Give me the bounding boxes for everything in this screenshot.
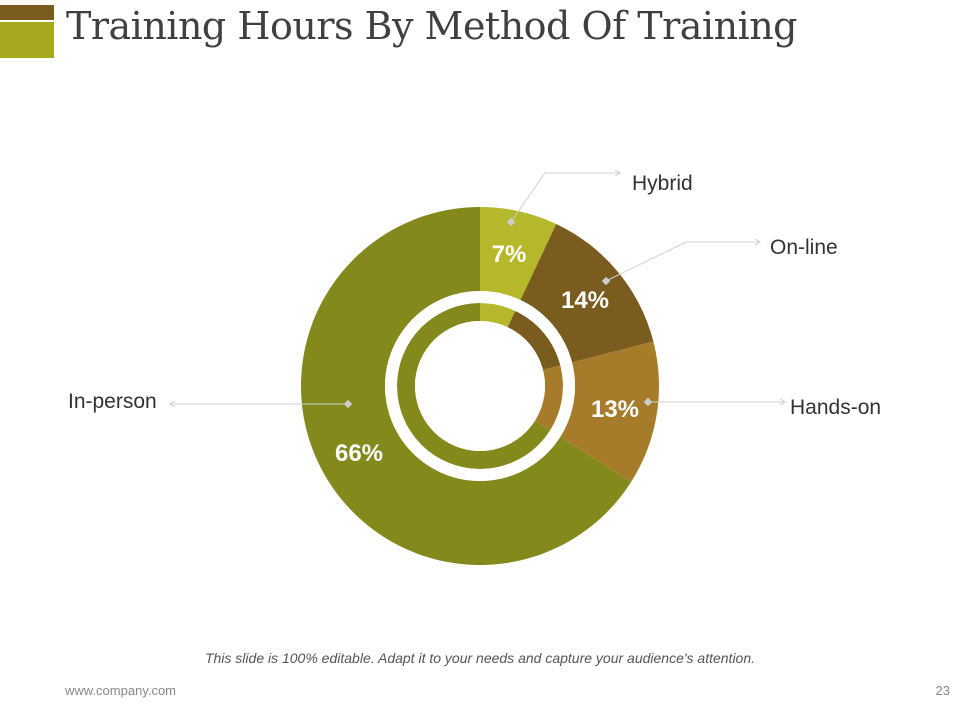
slice-in-person[interactable] xyxy=(300,207,632,565)
page-number: 23 xyxy=(935,683,950,698)
donut-hole xyxy=(415,321,545,451)
inner-slice-hybrid xyxy=(480,303,516,328)
category-label-on-line: On-line xyxy=(770,236,838,259)
leader-line-on-line xyxy=(605,241,760,282)
leader-arrow-icon xyxy=(169,400,176,408)
leader-arrow-icon xyxy=(614,169,621,177)
inner-slice-hands-on xyxy=(534,365,563,431)
category-label-hands-on: Hands-on xyxy=(790,396,881,419)
data-label-on-line: 14% xyxy=(561,287,609,314)
inner-ring-gap xyxy=(385,291,575,481)
category-label-in-person: In-person xyxy=(68,390,157,413)
category-label-hybrid: Hybrid xyxy=(632,172,693,195)
slice-on-line[interactable] xyxy=(520,224,654,363)
footer-note: This slide is 100% editable. Adapt it to… xyxy=(204,650,756,666)
slice-hybrid[interactable] xyxy=(480,207,557,301)
slide-title: Training Hours By Method Of Training xyxy=(66,4,798,48)
leader-dot-in-person xyxy=(343,399,353,409)
inner-slice-on-line xyxy=(507,310,561,370)
website-link[interactable]: www.company.com xyxy=(65,683,177,698)
leader-dot-on-line xyxy=(601,276,611,286)
slice-hands-on[interactable] xyxy=(560,341,659,482)
leader-arrow-icon xyxy=(754,238,761,246)
logo-bar-top xyxy=(0,5,54,20)
logo-bar-bottom xyxy=(0,22,54,58)
leader-line-hybrid xyxy=(510,172,620,223)
data-label-in-person: 66% xyxy=(335,440,383,467)
leader-dot-hands-on xyxy=(643,397,653,407)
data-label-hands-on: 13% xyxy=(591,396,639,423)
leader-arrow-icon xyxy=(779,398,786,406)
data-label-hybrid: 7% xyxy=(492,241,527,268)
